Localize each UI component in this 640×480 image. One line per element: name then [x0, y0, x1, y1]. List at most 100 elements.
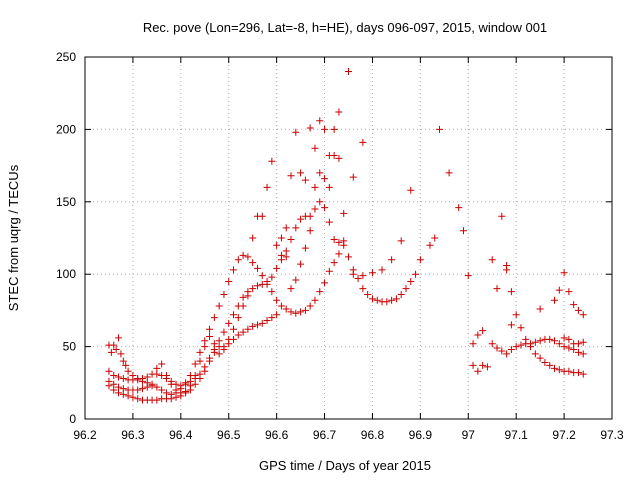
data-point	[297, 260, 305, 268]
data-point	[402, 285, 410, 293]
data-point	[268, 273, 276, 281]
data-point	[210, 314, 218, 322]
data-point	[325, 183, 333, 191]
data-point	[182, 389, 190, 397]
data-point	[206, 332, 214, 340]
data-point	[263, 183, 271, 191]
data-point	[330, 125, 338, 133]
data-point	[306, 212, 314, 220]
data-point	[383, 298, 391, 306]
data-point	[273, 311, 281, 319]
data-point	[206, 325, 214, 333]
data-point	[292, 276, 300, 284]
data-point	[493, 344, 501, 352]
data-point	[115, 389, 123, 397]
data-point	[124, 392, 132, 400]
data-point	[397, 290, 405, 298]
data-point	[551, 364, 559, 372]
data-point	[311, 183, 319, 191]
data-point	[196, 348, 204, 356]
data-point	[306, 124, 314, 132]
data-point	[268, 314, 276, 322]
data-point	[297, 215, 305, 223]
data-point	[311, 296, 319, 304]
data-point	[191, 380, 199, 388]
data-point	[503, 350, 511, 358]
data-point	[201, 367, 209, 375]
data-point	[574, 306, 582, 314]
data-point	[527, 340, 535, 348]
data-point	[105, 382, 113, 390]
data-point	[253, 321, 261, 329]
data-point	[392, 295, 400, 303]
data-point	[560, 269, 568, 277]
data-point	[239, 251, 247, 259]
x-tick-label: 96.8	[361, 428, 385, 442]
data-point	[287, 172, 295, 180]
data-point	[488, 340, 496, 348]
data-point	[503, 266, 511, 274]
data-point	[253, 264, 261, 272]
data-point	[112, 345, 120, 353]
data-point	[191, 372, 199, 380]
x-tick-label: 96.5	[217, 428, 241, 442]
data-point	[368, 269, 376, 277]
data-point	[191, 360, 199, 368]
data-point	[551, 337, 559, 345]
y-axis-label: STEC from uqrg / TECUs	[6, 164, 21, 311]
data-point	[546, 335, 554, 343]
data-point	[230, 325, 238, 333]
data-point	[244, 325, 252, 333]
data-point	[196, 374, 204, 382]
data-point	[220, 328, 228, 336]
data-point	[445, 169, 453, 177]
data-point	[234, 331, 242, 339]
data-point	[325, 218, 333, 226]
data-point	[153, 396, 161, 404]
data-point	[536, 305, 544, 313]
data-point	[122, 361, 130, 369]
data-point	[373, 296, 381, 304]
data-point	[167, 380, 175, 388]
data-point	[359, 272, 367, 280]
data-point	[388, 296, 396, 304]
data-point	[498, 347, 506, 355]
x-tick-label: 97.2	[552, 428, 576, 442]
y-tick-label: 100	[56, 267, 76, 281]
data-point	[263, 317, 271, 325]
data-point	[507, 288, 515, 296]
x-tick-label: 96.3	[121, 428, 145, 442]
data-point	[321, 204, 329, 212]
data-point	[565, 344, 573, 352]
data-point	[335, 250, 343, 258]
data-point	[498, 212, 506, 220]
data-point	[268, 288, 276, 296]
data-point	[431, 234, 439, 242]
data-point	[129, 393, 137, 401]
data-point	[210, 348, 218, 356]
data-point	[230, 335, 238, 343]
data-point	[579, 338, 587, 346]
data-point	[340, 237, 348, 245]
data-point	[220, 343, 228, 351]
data-point	[124, 367, 132, 375]
data-point	[416, 256, 424, 264]
chart-title: Rec. pove (Lon=296, Lat=-8, h=HE), days …	[143, 20, 547, 35]
data-point	[469, 361, 477, 369]
y-tick-label: 0	[69, 412, 76, 426]
x-tick-label: 97	[462, 428, 476, 442]
data-point	[340, 209, 348, 217]
data-point	[455, 204, 463, 212]
data-point	[110, 386, 118, 394]
data-point	[282, 253, 290, 261]
data-point	[493, 285, 501, 293]
data-point	[459, 227, 467, 235]
data-point	[565, 288, 573, 296]
data-point	[517, 341, 525, 349]
data-point	[249, 234, 257, 242]
data-point	[325, 267, 333, 275]
data-point	[349, 270, 357, 278]
data-point	[335, 238, 343, 246]
data-point	[436, 125, 444, 133]
